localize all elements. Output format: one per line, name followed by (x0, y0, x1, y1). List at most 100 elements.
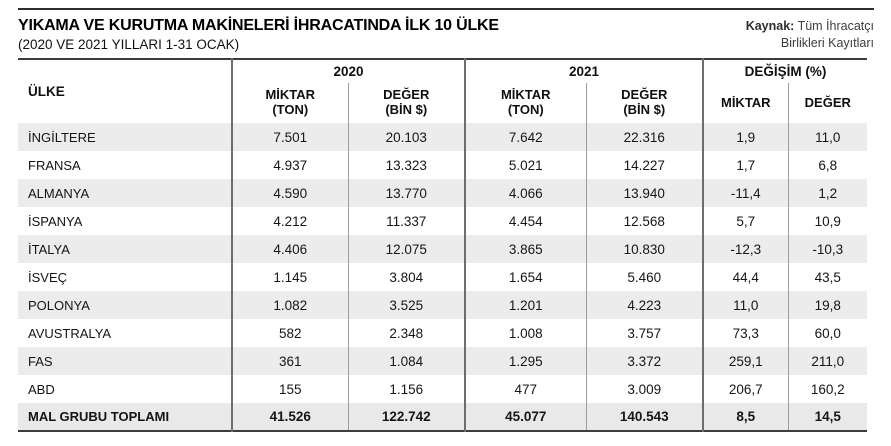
header-change-value: DEĞER (804, 94, 851, 110)
cell-2021-value: 10.830 (586, 235, 705, 264)
cell-change-value: 11,0 (815, 129, 841, 145)
cell-2020-amount: 361 (232, 347, 349, 376)
cell-2021-amount: 4.454 (465, 207, 587, 236)
cell-change-value: 43,5 (814, 269, 841, 285)
table-header: ÜLKE 2020 2021 DEĞİŞİM (%) MİKTAR (TON) D… (18, 59, 867, 124)
header-2021-amount: MİKTAR (TON) (465, 83, 587, 124)
cell-country: İNGİLTERE (18, 123, 233, 152)
cell-2020-value: 3.804 (348, 263, 467, 292)
cell-total-2021-amount: 45.077 (465, 403, 587, 432)
header-group-2020: 2020 (232, 59, 467, 84)
title-block: YIKAMA VE KURUTMA MAKİNELERİ İHRACATINDA… (18, 17, 499, 52)
cell-country: AVUSTRALYA (18, 319, 233, 348)
header-2020-value-label: DEĞER (383, 87, 430, 103)
cell-2021-amount: 3.865 (465, 235, 587, 264)
cell-change-amount: -11,4 (703, 179, 789, 208)
masthead: YIKAMA VE KURUTMA MAKİNELERİ İHRACATINDA… (18, 17, 874, 52)
cell-country: İTALYA (18, 235, 233, 264)
cell-change-amount: 5,7 (703, 207, 789, 236)
cell-2021-amount: 1.654 (465, 263, 587, 292)
cell-2020-amount: 4.590 (232, 179, 349, 208)
cell-country: İSVEÇ (18, 263, 233, 292)
cell-2021-value: 4.223 (586, 291, 705, 320)
header-2021-amount-label: MİKTAR (500, 87, 551, 103)
cell-change-value: 10,9 (814, 213, 841, 229)
cell-change-amount: 206,7 (703, 375, 789, 404)
cell-2020-value: 1.084 (348, 347, 467, 376)
cell-total-2020-amount: 41.526 (232, 403, 349, 432)
cell-change-amount: 1,7 (703, 151, 789, 180)
cell-2020-value: 3.525 (348, 291, 467, 320)
cell-2021-amount: 4.066 (465, 179, 587, 208)
cell-total-label: MAL GRUBU TOPLAMI (18, 403, 233, 432)
cell-2020-amount: 7.501 (232, 123, 349, 152)
table-row: İSVEÇ 1.145 3.804 1.654 5.460 44,4 43,5 (18, 263, 867, 292)
sub-header-row: MİKTAR (TON) DEĞER (BİN $) MİKTAR (TON) DEĞ… (18, 83, 867, 124)
source-text: Tüm İhracatçı (797, 19, 874, 33)
table-row: ABD 155 1.156 477 3.009 206,7 160,2 (18, 375, 867, 404)
cell-2021-value: 3.372 (586, 347, 705, 376)
table-row: FAS 361 1.084 1.295 3.372 259,1 211,0 (18, 347, 868, 376)
cell-2021-amount: 1.295 (465, 347, 587, 376)
table-body: İNGİLTERE 7.501 20.103 7.642 22.316 1,9 … (18, 123, 868, 432)
cell-country: FAS (18, 347, 233, 376)
cell-2021-value: 14.227 (586, 151, 705, 180)
cell-2021-value: 13.940 (586, 179, 705, 208)
cell-2020-amount: 1.082 (232, 291, 349, 320)
header-group-2021: 2021 (465, 59, 705, 84)
header-2020-amount: MİKTAR (TON) (232, 83, 349, 124)
cell-2020-amount: 4.406 (232, 235, 349, 264)
cell-2020-value: 13.770 (348, 179, 467, 208)
cell-2021-amount: 7.642 (465, 123, 587, 152)
cell-2020-amount: 1.145 (232, 263, 349, 292)
cell-total-2020-value: 122.742 (348, 403, 467, 432)
table-row: FRANSA 4.937 13.323 5.021 14.227 1,7 6,8 (18, 151, 867, 180)
header-2021-value-label: DEĞER (621, 87, 668, 103)
cell-country: ABD (18, 375, 233, 404)
cell-change-amount: 1,9 (703, 123, 789, 152)
source-line-1: Kaynak: Tüm İhracatçı (746, 18, 874, 35)
cell-2021-amount: 5.021 (465, 151, 587, 180)
total-row: MAL GRUBU TOPLAMI 41.526 122.742 45.077 … (18, 403, 868, 432)
table-row: ALMANYA 4.590 13.770 4.066 13.940 -11,4 … (18, 179, 868, 208)
table-row: POLONYA 1.082 3.525 1.201 4.223 11,0 19,… (18, 291, 868, 320)
header-2020-value-unit: (BİN $) (385, 102, 428, 118)
header-2021-amount-unit: (TON) (507, 102, 544, 118)
group-header-row: ÜLKE 2020 2021 DEĞİŞİM (%) (18, 59, 867, 124)
cell-change-value: -10,3 (812, 241, 844, 257)
cell-2021-amount: 1.201 (465, 291, 587, 320)
page-title: YIKAMA VE KURUTMA MAKİNELERİ İHRACATINDA… (18, 17, 499, 34)
header-2021-value: DEĞER (BİN $) (586, 83, 705, 124)
source-label: Kaynak: (745, 19, 795, 33)
table-row: İSPANYA 4.212 11.337 4.454 12.568 5,7 10… (18, 207, 867, 236)
export-table: ÜLKE 2020 2021 DEĞİŞİM (%) MİKTAR (TON) D… (18, 58, 868, 433)
cell-change-amount: -12,3 (703, 235, 789, 264)
cell-change-value: 6,8 (818, 157, 838, 173)
cell-2020-value: 13.323 (348, 151, 467, 180)
cell-2020-value: 1.156 (348, 375, 467, 404)
cell-2020-value: 12.075 (348, 235, 467, 264)
cell-2020-amount: 155 (232, 375, 349, 404)
header-2020-amount-unit: (TON) (272, 102, 309, 118)
header-2020-value: DEĞER (BİN $) (348, 83, 467, 124)
cell-country: POLONYA (18, 291, 233, 320)
table-row: İNGİLTERE 7.501 20.103 7.642 22.316 1,9 … (18, 123, 868, 152)
header-2021-value-unit: (BİN $) (623, 102, 666, 118)
cell-2021-value: 3.757 (586, 319, 705, 348)
cell-change-value: 1,2 (818, 185, 838, 201)
cell-change-amount: 11,0 (703, 291, 789, 320)
cell-2021-value: 3.009 (586, 375, 705, 404)
table-row: İTALYA 4.406 12.075 3.865 10.830 -12,3 -… (18, 235, 868, 264)
cell-2020-amount: 4.937 (232, 151, 349, 180)
header-country: ÜLKE (18, 59, 233, 124)
cell-2020-value: 2.348 (348, 319, 467, 348)
cell-change-amount: 44,4 (703, 263, 789, 292)
cell-country: ALMANYA (18, 179, 233, 208)
cell-total-change-value: 14,5 (814, 409, 841, 425)
cell-total-change-amount: 8,5 (703, 403, 789, 432)
table-row: AVUSTRALYA 582 2.348 1.008 3.757 73,3 60… (18, 319, 867, 348)
cell-country: İSPANYA (18, 207, 233, 236)
source-note: Kaynak: Tüm İhracatçı Birlikleri Kayıtla… (746, 17, 874, 52)
cell-total-2021-value: 140.543 (586, 403, 705, 432)
